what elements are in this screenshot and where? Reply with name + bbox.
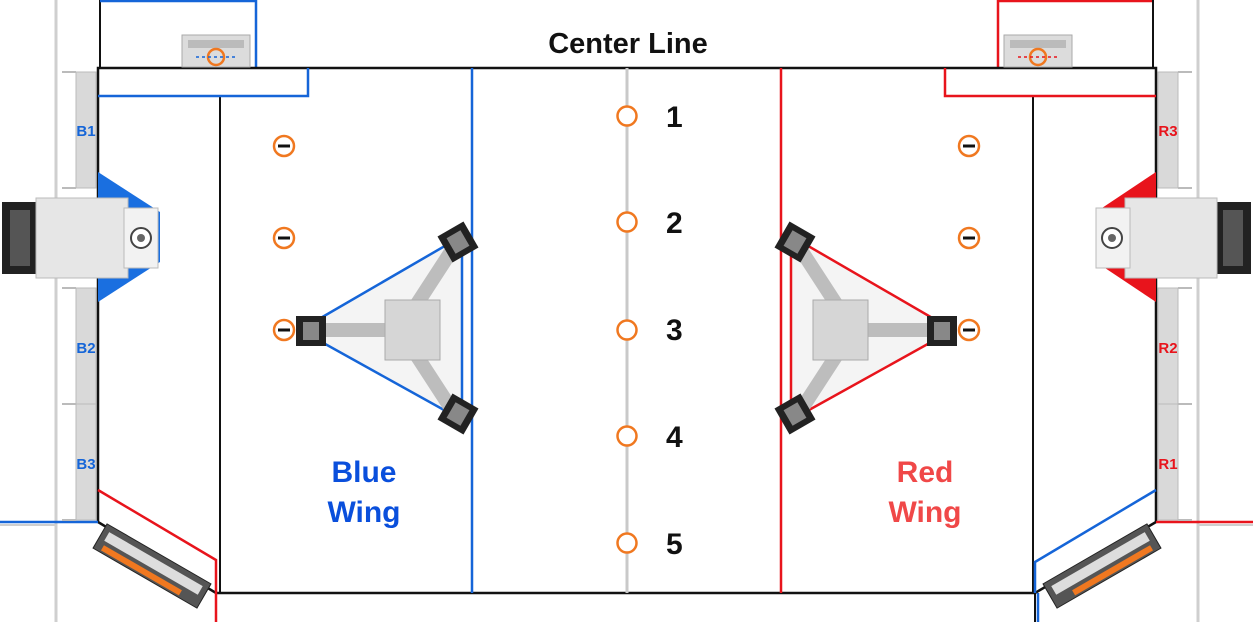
blue-amp-zone — [98, 68, 310, 98]
center-notes — [616, 105, 638, 554]
blue-amp — [181, 34, 251, 68]
blue-source — [92, 523, 212, 609]
center-note-labels: 1 2 3 4 5 — [666, 101, 683, 561]
center-note-icon — [616, 211, 638, 233]
red-amp-zone — [943, 68, 1156, 98]
station-label-b2: B2 — [76, 340, 95, 357]
blue-wing-label-line2: Wing — [327, 496, 400, 529]
station-label-r2: R2 — [1158, 340, 1177, 357]
blue-stage — [296, 221, 479, 435]
red-source — [1042, 523, 1162, 609]
center-note-label: 4 — [666, 421, 683, 454]
blue-driver-stations — [62, 71, 97, 521]
center-note-icon — [616, 319, 638, 341]
center-note-label: 5 — [666, 528, 683, 561]
red-speaker — [1095, 172, 1251, 302]
station-label-b3: B3 — [76, 456, 95, 473]
center-note-icon — [616, 532, 638, 554]
station-label-b1: B1 — [76, 123, 95, 140]
station-label-r3: R3 — [1158, 123, 1177, 140]
red-driver-stations — [1157, 71, 1192, 521]
red-wing-label-line1: Red — [897, 456, 954, 489]
center-line-title: Center Line — [548, 28, 708, 60]
blue-speaker — [2, 172, 160, 302]
blue-source-zone — [97, 488, 218, 593]
station-label-r1: R1 — [1158, 456, 1177, 473]
center-note-label: 1 — [666, 101, 683, 134]
center-note-label: 3 — [666, 314, 683, 347]
red-wing-label-line2: Wing — [888, 496, 961, 529]
blue-wing-label-line1: Blue — [331, 456, 396, 489]
red-wing-notes — [957, 134, 981, 342]
center-note-icon — [616, 105, 638, 127]
blue-wing-notes — [272, 134, 296, 342]
red-source-zone — [1033, 488, 1157, 593]
center-note-label: 2 — [666, 207, 683, 240]
center-note-icon — [616, 425, 638, 447]
red-stage — [774, 221, 957, 435]
red-amp — [1003, 34, 1073, 68]
